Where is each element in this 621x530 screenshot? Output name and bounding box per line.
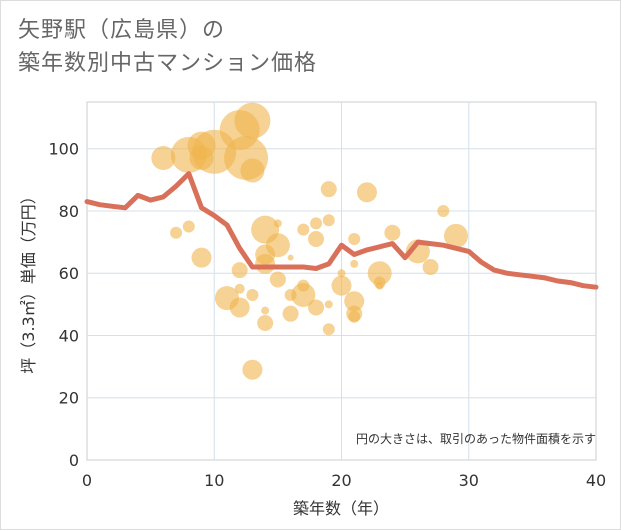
bubble-point-11 bbox=[240, 158, 265, 183]
bubble-point-52 bbox=[422, 258, 439, 275]
bubble-point-22 bbox=[261, 306, 270, 315]
bubble-point-35 bbox=[320, 181, 337, 198]
bubble-point-21 bbox=[257, 315, 274, 332]
bubble-point-47 bbox=[367, 261, 392, 286]
bubble-point-16 bbox=[246, 289, 259, 302]
bubble-point-30 bbox=[297, 223, 310, 236]
x-tick-label-2: 20 bbox=[331, 471, 351, 490]
y-tick-label-5: 100 bbox=[48, 140, 79, 159]
bubble-point-26 bbox=[282, 305, 299, 322]
x-tick-label-4: 40 bbox=[586, 471, 606, 490]
series-line-0 bbox=[84, 171, 599, 290]
size-note: 円の大きさは、取引のあった物件面積を示す bbox=[356, 431, 596, 446]
bubble-point-33 bbox=[310, 217, 323, 230]
bubble-point-45 bbox=[350, 259, 359, 268]
bubble-point-24 bbox=[269, 271, 286, 288]
bubble-point-2 bbox=[182, 220, 195, 233]
bubble-point-43 bbox=[348, 310, 361, 323]
bubble-layer bbox=[151, 102, 469, 380]
bubble-point-46 bbox=[356, 182, 377, 203]
chart-title-line-1: 矢野駅（広島県）の bbox=[18, 18, 226, 43]
bubble-point-14 bbox=[231, 262, 248, 279]
bubble-point-39 bbox=[331, 275, 352, 296]
bubble-point-6 bbox=[191, 247, 212, 268]
bubble-point-15 bbox=[234, 283, 245, 294]
bubble-point-28 bbox=[287, 254, 294, 261]
x-axis-label: 築年数（年） bbox=[293, 499, 389, 518]
y-axis-label: 坪（3.3㎡）単価（万円） bbox=[19, 188, 38, 373]
bubble-point-0 bbox=[151, 146, 176, 171]
y-tick-label-3: 60 bbox=[59, 264, 79, 283]
bubble-point-17 bbox=[242, 359, 263, 380]
bubble-point-23 bbox=[265, 233, 290, 258]
bubble-point-51 bbox=[405, 239, 430, 264]
y-tick-label-2: 40 bbox=[59, 326, 79, 345]
bubble-point-34 bbox=[308, 299, 325, 316]
bubble-point-31 bbox=[297, 279, 310, 292]
y-tick-label-0: 0 bbox=[69, 451, 79, 470]
bubble-point-13 bbox=[229, 297, 250, 318]
x-tick-label-0: 0 bbox=[82, 471, 92, 490]
bubble-point-25 bbox=[273, 219, 282, 228]
bubble-point-20 bbox=[255, 253, 276, 274]
x-tick-label-1: 10 bbox=[204, 471, 224, 490]
bubble-point-54 bbox=[444, 223, 469, 248]
y-tick-label-1: 20 bbox=[59, 389, 79, 408]
bubble-point-1 bbox=[170, 226, 183, 239]
bubble-point-41 bbox=[344, 291, 365, 312]
tick-labels: 0 10 20 30 40 0 20 40 60 80 100 bbox=[48, 140, 606, 490]
chart-title: 矢野駅（広島県）の 築年数別中古マンション価格 bbox=[18, 14, 317, 80]
bubble-point-50 bbox=[384, 224, 401, 241]
bubble-point-37 bbox=[322, 323, 335, 336]
bubble-point-10 bbox=[234, 102, 271, 139]
line-layer bbox=[84, 171, 599, 290]
bubble-point-40 bbox=[337, 269, 346, 278]
bubble-point-38 bbox=[324, 300, 333, 309]
bubble-point-29 bbox=[291, 283, 316, 308]
chart-title-line-2: 築年数別中古マンション価格 bbox=[18, 51, 318, 76]
bubble-point-36 bbox=[322, 214, 335, 227]
bubble-point-49 bbox=[375, 281, 384, 290]
x-tick-label-3: 30 bbox=[459, 471, 479, 490]
bubble-point-53 bbox=[437, 204, 450, 217]
bubble-point-32 bbox=[308, 230, 325, 247]
bubble-point-44 bbox=[348, 232, 361, 245]
y-tick-label-4: 80 bbox=[59, 202, 79, 221]
